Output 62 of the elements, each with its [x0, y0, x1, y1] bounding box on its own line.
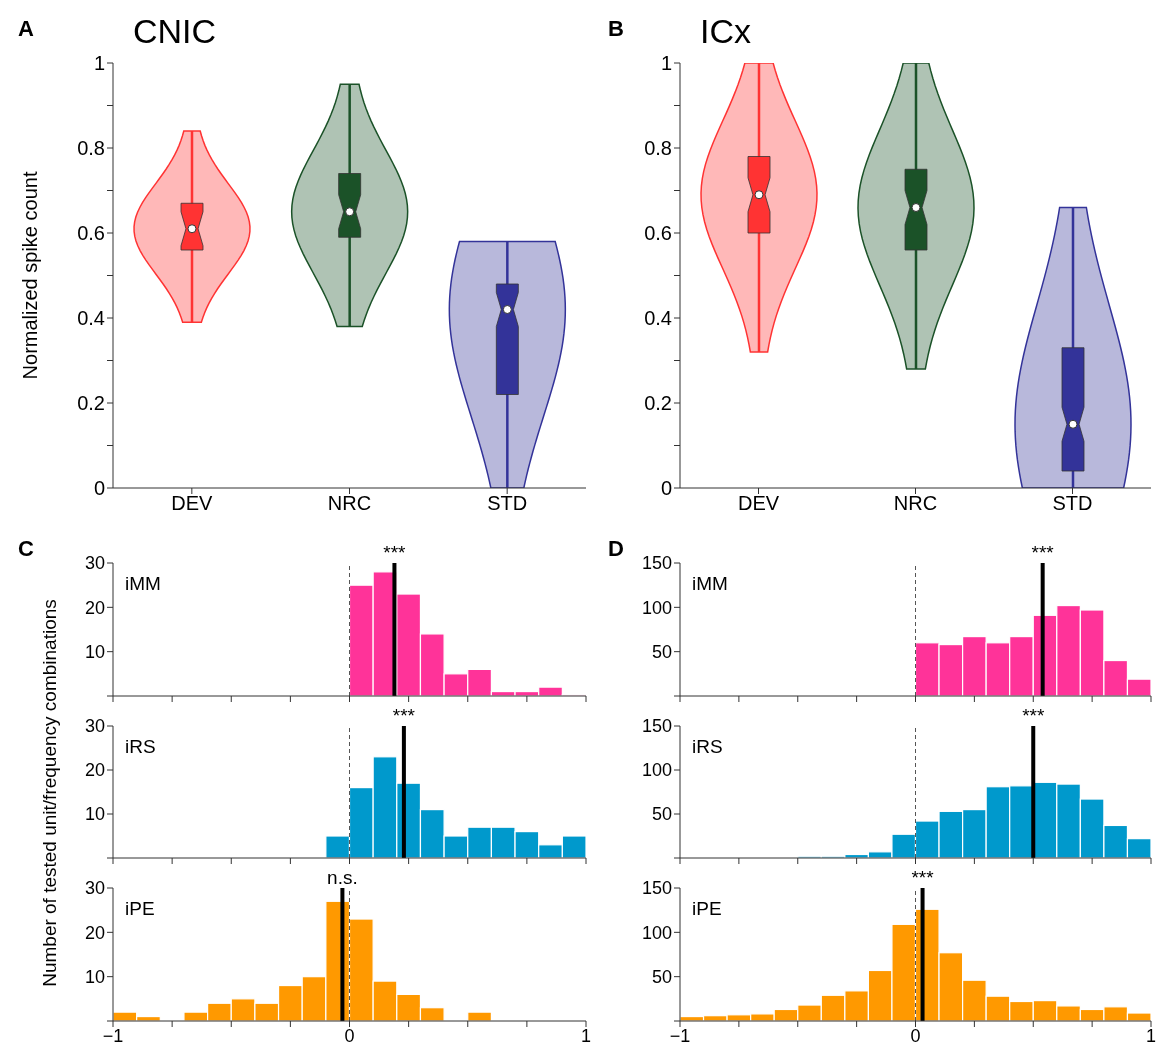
text: B [608, 16, 624, 42]
x-tick-label: DEV [171, 492, 214, 515]
x-tick-label: 1 [1145, 1025, 1157, 1045]
ref-line-label: *** [1022, 705, 1045, 726]
text: A [18, 16, 34, 42]
y-tick-label: 1 [660, 52, 672, 75]
text: iMM [125, 573, 161, 595]
y-tick-label: 100 [641, 597, 672, 618]
y-tick-label: 0.8 [77, 137, 105, 160]
ref-line-label: *** [383, 542, 407, 563]
y-tick-label: 100 [641, 760, 672, 781]
x-tick-label: NRC [327, 492, 372, 515]
y-tick-label: 0.4 [77, 307, 105, 330]
y-tick-label: 10 [84, 642, 105, 663]
y-tick-label: 100 [641, 922, 672, 943]
y-tick-label: 0.2 [77, 392, 105, 415]
y-tick-label: 50 [651, 967, 672, 988]
y-tick-label: 30 [84, 716, 105, 737]
ref-line-label: *** [392, 705, 416, 726]
y-tick-label: 0.8 [644, 137, 672, 160]
text: iRS [692, 736, 723, 758]
chart-title: ICx [700, 12, 751, 51]
x-tick-label: −1 [102, 1025, 124, 1045]
y-tick-label: 150 [641, 878, 672, 899]
y-tick-label: 0.2 [644, 392, 672, 415]
text: C [18, 536, 34, 562]
text: iRS [125, 736, 156, 758]
y-tick-label: 0 [660, 477, 672, 500]
text: iPE [125, 898, 155, 920]
y-axis-title: Normalized spike count [19, 171, 42, 380]
y-tick-label: 0.6 [77, 222, 105, 245]
x-tick-label: −1 [669, 1025, 691, 1045]
x-tick-label: 0 [910, 1025, 921, 1045]
y-tick-label: 1 [93, 52, 105, 75]
y-tick-label: 0 [93, 477, 105, 500]
y-axis-title: Number of tested unit/frequency combinations [39, 599, 61, 987]
y-tick-label: 30 [84, 553, 105, 574]
y-tick-label: 10 [84, 967, 105, 988]
x-tick-label: NRC [893, 492, 938, 515]
x-tick-label: 1 [580, 1025, 592, 1045]
ref-line-label: *** [1031, 542, 1055, 563]
x-tick-label: DEV [737, 492, 780, 515]
x-tick-label: 0 [344, 1025, 355, 1045]
chart-title: CNIC [133, 12, 217, 51]
y-tick-label: 150 [641, 716, 672, 737]
y-tick-label: 50 [651, 804, 672, 825]
y-tick-label: 10 [84, 804, 105, 825]
y-tick-label: 50 [651, 642, 672, 663]
text: D [608, 536, 624, 562]
ref-line-label: n.s. [327, 867, 358, 888]
y-tick-label: 20 [84, 760, 105, 781]
y-tick-label: 150 [641, 553, 672, 574]
y-tick-label: 20 [84, 597, 105, 618]
y-tick-label: 20 [84, 922, 105, 943]
text: iMM [692, 573, 728, 595]
y-tick-label: 0.4 [644, 307, 672, 330]
x-tick-label: STD [1052, 492, 1093, 515]
text: iPE [692, 898, 722, 920]
y-tick-label: 0.6 [644, 222, 672, 245]
ref-line-label: *** [911, 867, 935, 888]
x-tick-label: STD [487, 492, 528, 515]
y-tick-label: 30 [84, 878, 105, 899]
